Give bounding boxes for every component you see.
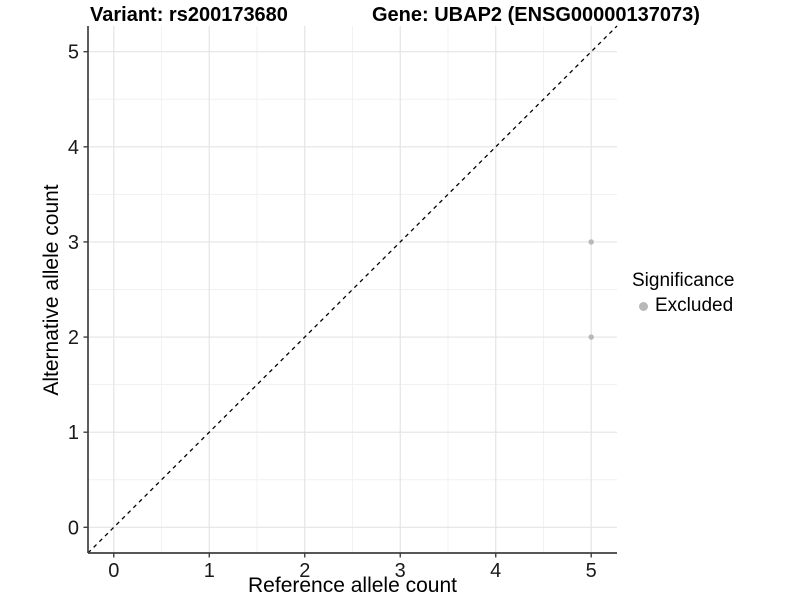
data-point [588, 334, 594, 340]
y-tick-label: 3 [68, 232, 79, 254]
gene-title: Gene: UBAP2 (ENSG00000137073) [372, 4, 700, 26]
legend: Significance Excluded [632, 270, 734, 317]
x-tick-label: 4 [490, 560, 501, 582]
x-tick-label: 0 [108, 560, 119, 582]
y-tick-label: 4 [68, 137, 79, 159]
x-axis-label: Reference allele count [248, 574, 457, 597]
x-tick-label: 5 [586, 560, 597, 582]
y-tick-label: 2 [68, 327, 79, 349]
x-tick-label: 1 [204, 560, 215, 582]
data-point [588, 239, 594, 245]
legend-item: Excluded [632, 295, 734, 317]
variant-title: Variant: rs200173680 [90, 4, 288, 26]
x-tick-label: 3 [395, 560, 406, 582]
x-tick-label: 2 [299, 560, 310, 582]
legend-title: Significance [632, 270, 735, 291]
legend-key-dot-icon [639, 301, 648, 311]
y-tick-label: 1 [68, 422, 79, 444]
legend-item-label: Excluded [655, 295, 734, 316]
y-tick-label: 5 [68, 42, 79, 64]
y-tick-label: 0 [68, 517, 79, 539]
